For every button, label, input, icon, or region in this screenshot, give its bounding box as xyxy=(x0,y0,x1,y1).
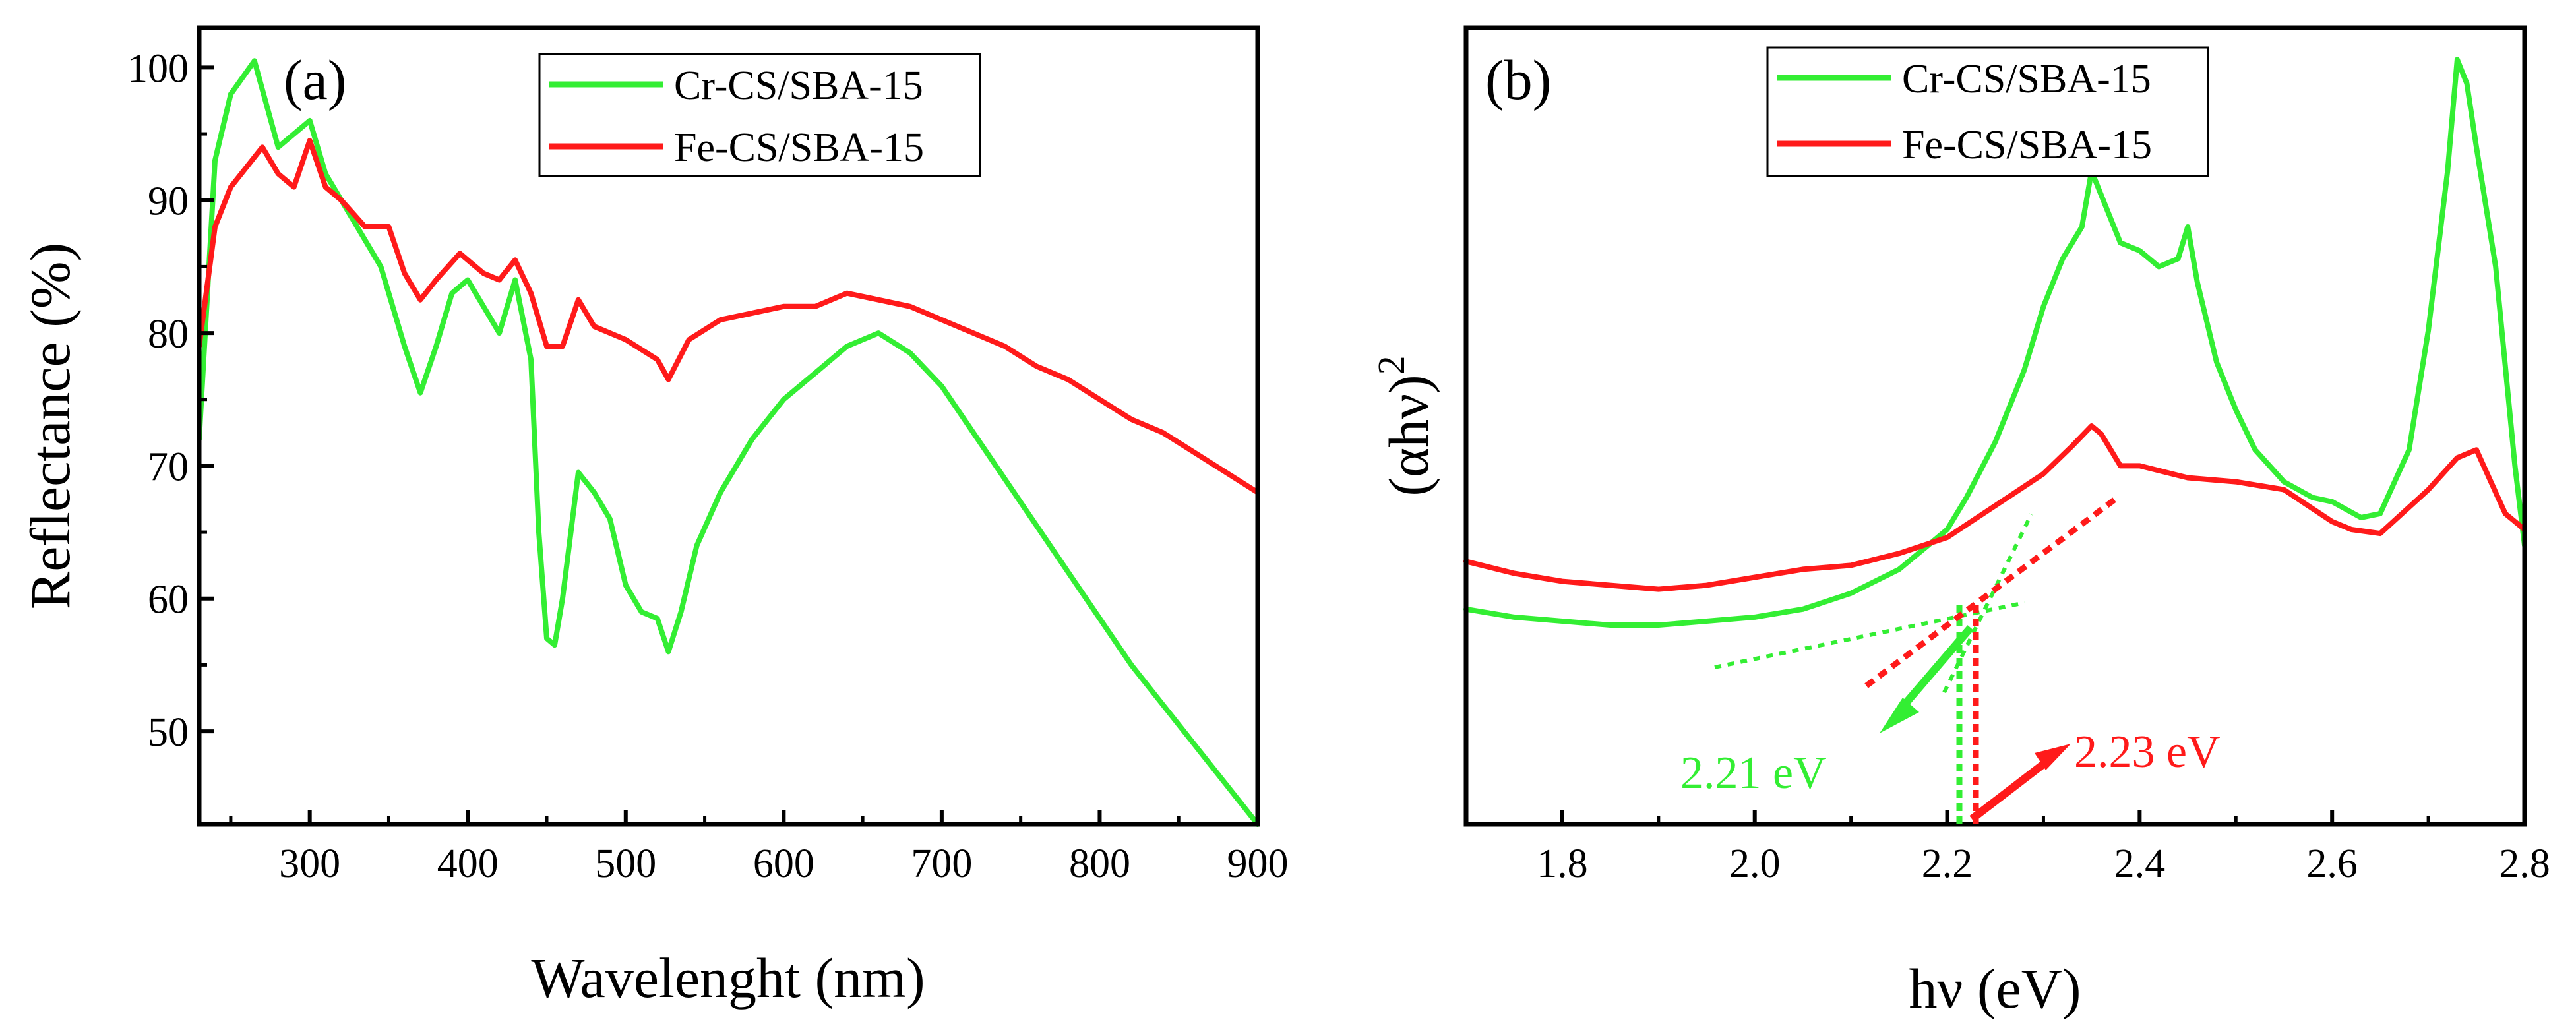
chart-a-y-tick-label: 70 xyxy=(148,444,189,489)
chart-a-y-tick-label: 80 xyxy=(148,312,189,357)
chart-b-frame xyxy=(1463,25,2527,827)
svg-text:(αhν)2: (αhν)2 xyxy=(1370,355,1440,496)
chart-b-x-tick-label: 2.8 xyxy=(2499,841,2550,886)
chart-b-legend: Cr-CS/SBA-15 Fe-CS/SBA-15 xyxy=(1766,46,2209,177)
chart-b-legend-box xyxy=(1766,46,2209,177)
chart-b-series-fe-line xyxy=(1463,423,2527,592)
chart-b-plot xyxy=(1463,57,2527,628)
chart-a-x-tick-label: 400 xyxy=(437,841,499,886)
chart-a-x-tick-label: 800 xyxy=(1069,841,1130,886)
fe-arrow-head xyxy=(2035,744,2071,770)
chart-a-y-tick-label: 60 xyxy=(148,578,189,622)
fe-arrow-shaft xyxy=(1969,755,2054,822)
cr-tangent-low xyxy=(1714,601,2025,669)
chart-a-x-tick-label: 500 xyxy=(595,841,656,886)
chart-b-y-axis-label-exp: 2 xyxy=(1370,355,1413,375)
chart-b-y-axis-label: (αhν)2 xyxy=(1370,355,1440,496)
chart-b-panel-label: (b) xyxy=(1485,48,1551,111)
chart-a-legend-label-cr: Cr-CS/SBA-15 xyxy=(674,63,923,108)
chart-b-legend-label-cr: Cr-CS/SBA-15 xyxy=(1902,57,2151,102)
chart-a-x-tick-label: 600 xyxy=(753,841,814,886)
chart-a-plot xyxy=(197,58,1260,827)
chart-a-legend-label-fe: Fe-CS/SBA-15 xyxy=(674,125,924,170)
chart-b-x-tick-label: 2.6 xyxy=(2306,841,2358,886)
chart-a-legend-box xyxy=(538,53,981,177)
chart-a-y-axis-label: Reflectance (%) xyxy=(18,243,82,609)
fe-bandgap-label: 2.23 eV xyxy=(2074,727,2221,777)
chart-a-x-ticks: 300 400 500 600 700 800 900 xyxy=(229,810,1289,886)
chart-a-y-ticks: 50 60 70 80 90 100 xyxy=(127,46,214,755)
chart-a-frame xyxy=(197,25,1260,827)
chart-b-x-tick-label: 2.4 xyxy=(2114,841,2166,886)
chart-a-y-tick-label: 90 xyxy=(148,179,189,224)
chart-b-y-axis-label-base: (αhν) xyxy=(1377,375,1440,496)
chart-a-y-tick-label: 100 xyxy=(127,46,189,91)
chart-a-legend: Cr-CS/SBA-15 Fe-CS/SBA-15 xyxy=(538,53,981,177)
chart-b: 1.8 2.0 2.2 2.4 2.6 2.8 (b) Cr-CS/SBA-15 Fe-C… xyxy=(1370,25,2550,1020)
chart-a-series-fe-line xyxy=(197,138,1260,495)
chart-b-x-ticks: 1.8 2.0 2.2 2.4 2.6 2.8 xyxy=(1464,810,2550,886)
chart-a-x-tick-label: 300 xyxy=(279,841,340,886)
cr-arrow-shaft xyxy=(1895,625,1974,715)
chart-a-series-cr-line xyxy=(197,58,1260,827)
chart-b-x-axis-label: hν (eV) xyxy=(1909,957,2081,1020)
cr-bandgap-label: 2.21 eV xyxy=(1680,748,1827,799)
chart-a-panel-label: (a) xyxy=(284,48,346,111)
chart-b-bandgap-annotations: 2.21 eV 2.23 eV xyxy=(1680,495,2221,824)
chart-a-x-tick-label: 900 xyxy=(1227,841,1289,886)
chart-a-x-axis-label: Wavelenght (nm) xyxy=(531,946,925,1010)
chart-b-legend-label-fe: Fe-CS/SBA-15 xyxy=(1902,123,2152,167)
chart-b-series-cr-line xyxy=(1463,57,2527,628)
chart-a-x-tick-label: 700 xyxy=(911,841,972,886)
cr-arrow-head xyxy=(1880,698,1919,733)
chart-a-y-tick-label: 50 xyxy=(148,710,189,755)
chart-b-x-tick-label: 2.2 xyxy=(1922,841,1973,886)
chart-b-x-tick-label: 1.8 xyxy=(1537,841,1588,886)
fe-tangent-rise xyxy=(1864,495,2119,688)
chart-b-x-tick-label: 2.0 xyxy=(1729,841,1781,886)
